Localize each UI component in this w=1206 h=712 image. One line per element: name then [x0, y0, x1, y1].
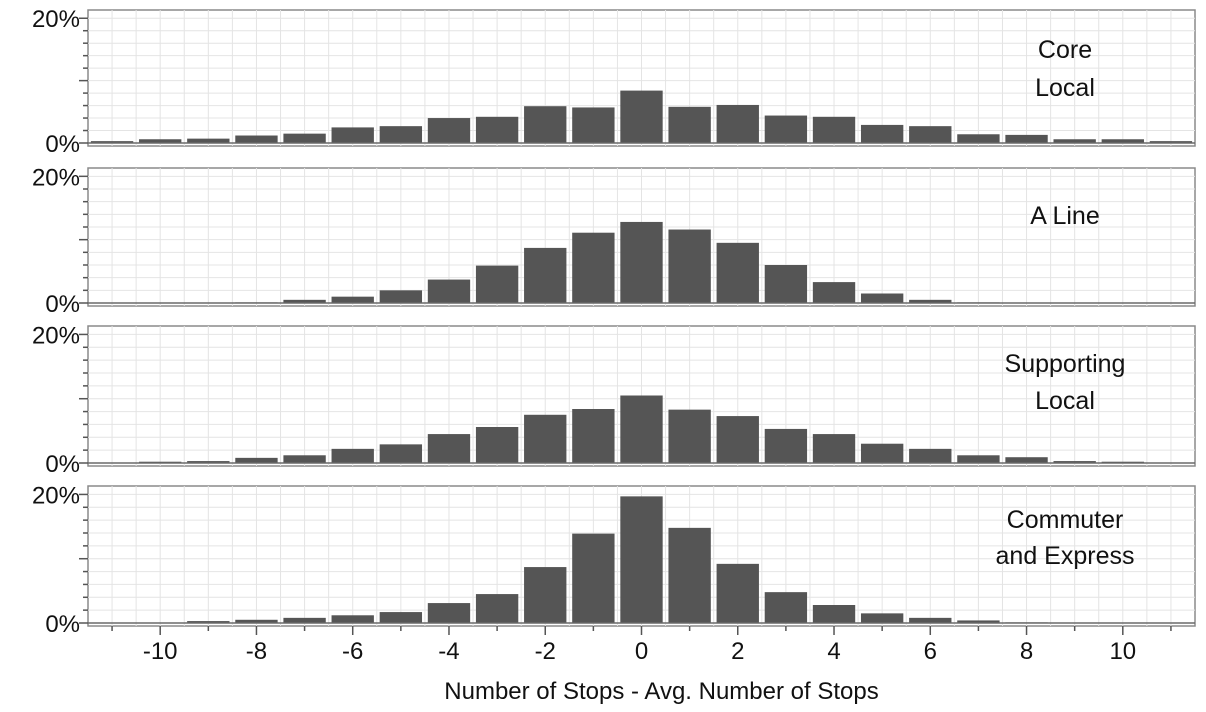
bar	[813, 605, 855, 623]
bar	[332, 127, 374, 143]
bar	[428, 434, 470, 463]
series-label: A Line	[1030, 202, 1100, 230]
x-tick-label: -6	[342, 638, 363, 665]
bar	[668, 230, 710, 303]
bar	[765, 429, 807, 463]
panel-core-local: 0% 20% Core Local	[32, 6, 1195, 158]
bar	[957, 134, 999, 143]
bar	[909, 126, 951, 143]
bar	[717, 416, 759, 463]
series-label: Supporting	[1005, 350, 1126, 378]
bar	[380, 612, 422, 623]
series-label: Core	[1038, 36, 1092, 64]
x-tick-label: -2	[535, 638, 556, 665]
x-tick-label: 4	[827, 638, 840, 665]
bar	[717, 105, 759, 143]
series-label: Local	[1035, 74, 1095, 102]
y-tick-label: 0%	[45, 131, 80, 158]
bar	[813, 282, 855, 303]
bar	[332, 615, 374, 623]
x-tick-label: 6	[924, 638, 937, 665]
panel-supporting-local: 0% 20% Supporting Local	[32, 322, 1195, 478]
bar	[620, 222, 662, 303]
bar	[283, 134, 325, 143]
bar	[572, 409, 614, 463]
y-tick-label: 20%	[32, 164, 80, 191]
bar	[668, 528, 710, 623]
series-label: Commuter	[1007, 506, 1124, 534]
bar	[476, 427, 518, 463]
bar	[957, 455, 999, 463]
y-axis: 0% 20%	[32, 322, 88, 478]
y-tick-label: 0%	[45, 291, 80, 318]
y-tick-label: 0%	[45, 451, 80, 478]
x-tick-label: -4	[438, 638, 459, 665]
bar	[813, 117, 855, 143]
y-tick-label: 0%	[45, 611, 80, 638]
bar	[572, 534, 614, 623]
y-axis: 0% 20%	[32, 6, 88, 158]
x-tick-label: -8	[246, 638, 267, 665]
bar	[668, 107, 710, 143]
bar	[572, 233, 614, 303]
bar	[428, 118, 470, 143]
bar	[861, 125, 903, 143]
x-tick-label: 0	[635, 638, 648, 665]
bar	[283, 618, 325, 623]
bar	[765, 116, 807, 143]
bar	[380, 126, 422, 143]
bar	[332, 449, 374, 463]
x-tick-label: 8	[1020, 638, 1033, 665]
bar	[524, 567, 566, 623]
series-label: Local	[1035, 387, 1095, 415]
x-axis-label: Number of Stops - Avg. Number of Stops	[444, 678, 878, 705]
bar	[428, 603, 470, 623]
bar	[861, 294, 903, 304]
bar	[765, 592, 807, 623]
bar	[620, 396, 662, 464]
bar	[380, 444, 422, 463]
y-tick-label: 20%	[32, 6, 80, 33]
bar	[524, 106, 566, 143]
y-axis: 0% 20%	[32, 164, 88, 318]
bar	[524, 415, 566, 463]
bar	[476, 266, 518, 303]
bar	[909, 449, 951, 463]
bar	[717, 243, 759, 303]
x-tick-label: 2	[731, 638, 744, 665]
bar	[765, 265, 807, 303]
panel-a-line: 0% 20% A Line	[32, 164, 1195, 318]
bar	[620, 496, 662, 623]
x-tick-label: 10	[1109, 638, 1136, 665]
bar	[813, 434, 855, 463]
bar	[668, 410, 710, 463]
bar	[524, 248, 566, 303]
bar	[1005, 457, 1047, 463]
bar	[1005, 135, 1047, 143]
bar	[572, 107, 614, 143]
bar	[428, 280, 470, 303]
bar	[332, 297, 374, 303]
y-axis: 0% 20%	[32, 482, 88, 638]
bar	[476, 594, 518, 623]
bar	[235, 458, 277, 463]
bar	[380, 290, 422, 303]
bar	[861, 444, 903, 463]
y-tick-label: 20%	[32, 482, 80, 509]
y-tick-label: 20%	[32, 322, 80, 349]
panel-commuter-and-express: 0% 20% Commuter and Express	[32, 482, 1195, 638]
bar	[861, 613, 903, 623]
bar	[283, 455, 325, 463]
bar	[620, 91, 662, 143]
series-label: and Express	[996, 542, 1135, 570]
x-axis: -10 -8 -6 -4 -2 0 2 4 6 8 10 Number of Stops - Avg.…	[112, 626, 1171, 705]
bar	[476, 117, 518, 143]
bar	[909, 618, 951, 623]
x-tick-label: -10	[143, 638, 178, 665]
bar	[235, 136, 277, 143]
bar	[717, 564, 759, 623]
